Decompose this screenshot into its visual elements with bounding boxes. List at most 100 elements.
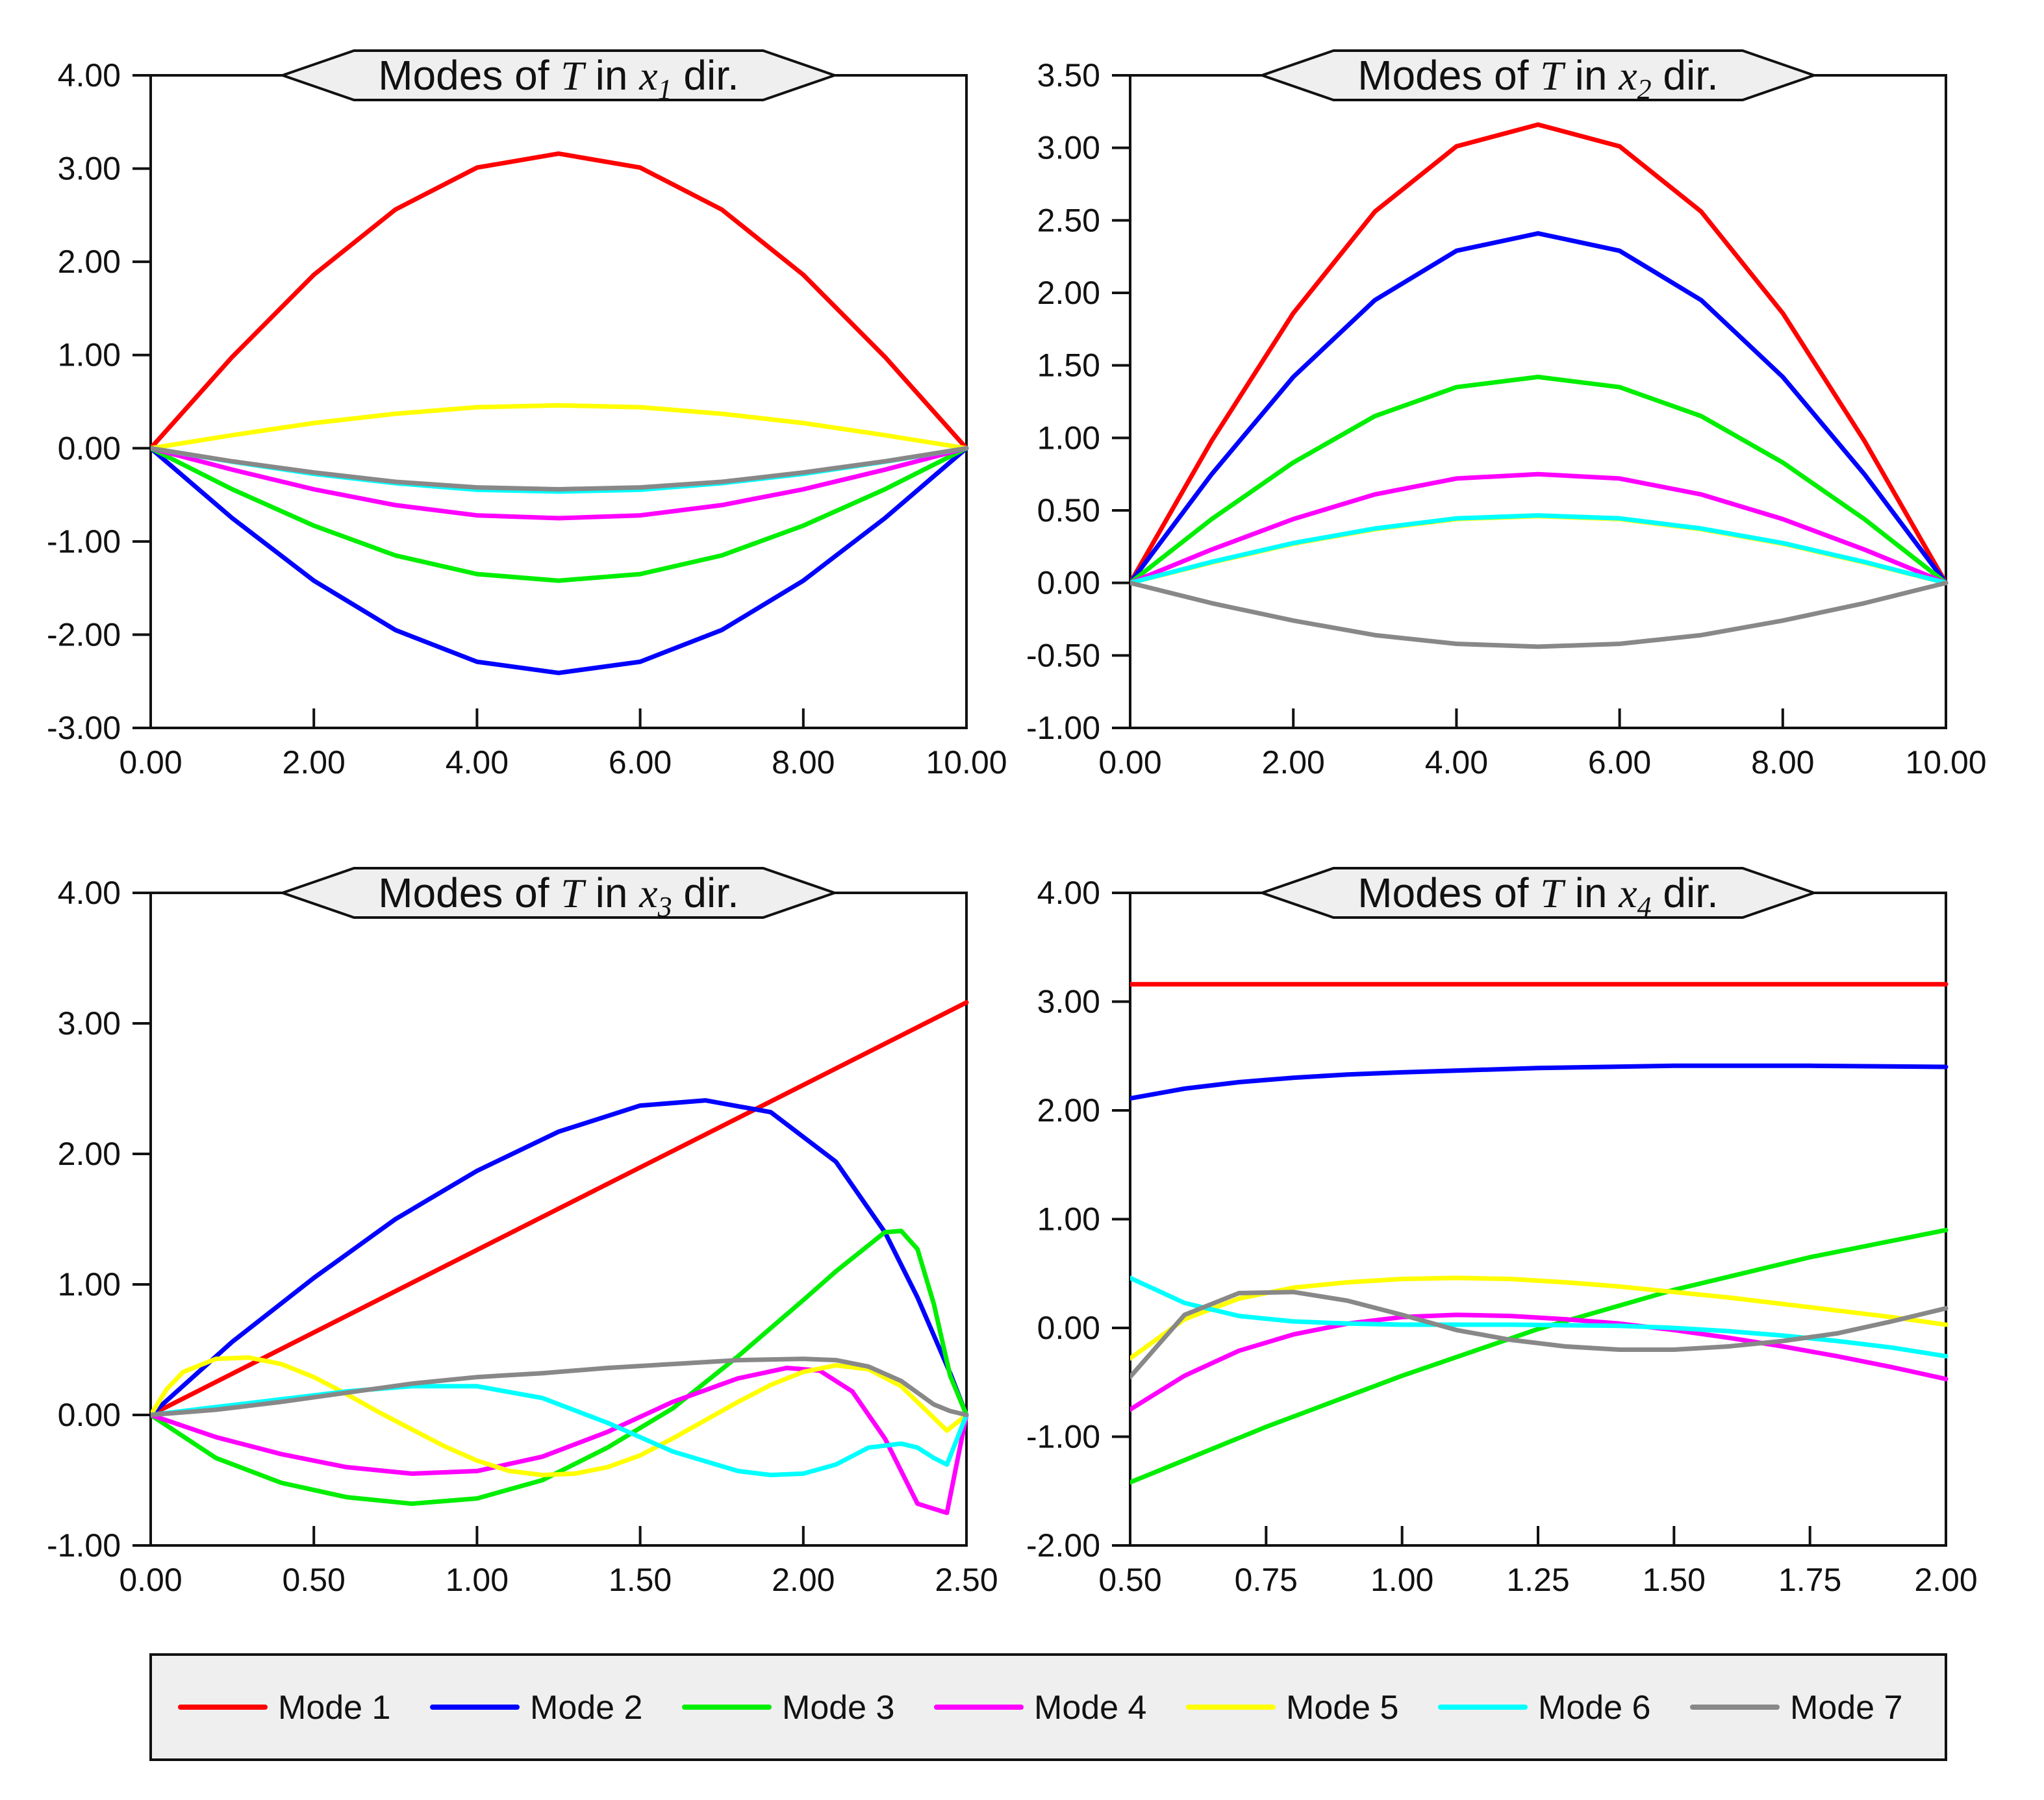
- x-tick-label: 2.00: [772, 1562, 835, 1598]
- y-tick-label: 2.00: [1037, 1092, 1100, 1129]
- chart-panel-4: 0.50 0.75 1.00 1.25 1.50 1.75 2.00 -2.00 -1.00 0.…: [1026, 867, 1978, 1598]
- y-tick-label: 3.00: [58, 151, 121, 187]
- y-tick-label: -3.00: [47, 710, 121, 746]
- legend-label: Mode 6: [1538, 1689, 1650, 1727]
- x-tick-label: 4.00: [1425, 744, 1488, 781]
- legend-item: Mode 7: [1690, 1689, 1902, 1727]
- x-tick-label: 0.50: [283, 1562, 346, 1598]
- x-tick-label: 1.25: [1506, 1562, 1569, 1598]
- legend-label: Mode 1: [278, 1689, 390, 1727]
- series-group: [1130, 982, 1949, 1485]
- legend: Mode 1 Mode 2 Mode 3 Mode 4 Mode 5 Mode 6 Mode…: [149, 1653, 1947, 1761]
- y-tick-label: 2.00: [1037, 275, 1100, 311]
- y-tick-label: -1.00: [47, 1527, 121, 1564]
- x-tick-label: 1.50: [609, 1562, 672, 1598]
- legend-box: [149, 1653, 1947, 1761]
- series-line-mode-3: [151, 445, 969, 583]
- y-tick-label: -2.00: [47, 616, 121, 653]
- x-tick-label: 2.00: [1914, 1562, 1977, 1598]
- y-tick-label: 3.00: [58, 1005, 121, 1042]
- x-tick-label: 8.00: [772, 744, 835, 781]
- x-tick-label: 2.00: [1262, 744, 1325, 781]
- series-line-mode-6: [151, 1384, 969, 1477]
- chart-panel-1: 0.00 2.00 4.00 6.00 8.00 10.00 -3.00 -2.00 -1.00…: [47, 49, 1007, 781]
- legend-item: Mode 1: [178, 1689, 390, 1727]
- y-tick-label: 3.50: [1037, 57, 1100, 94]
- legend-label: Mode 7: [1790, 1689, 1902, 1727]
- chart-title: Modes of T in x3 dir.: [378, 869, 739, 923]
- x-tick-label: 0.75: [1235, 1562, 1298, 1598]
- plot-frame: [1129, 74, 1947, 729]
- y-tick-label: 2.00: [58, 1136, 121, 1172]
- series-line-mode-7: [1130, 581, 1949, 649]
- series-line-mode-1: [151, 1000, 969, 1418]
- series-line-mode-7: [151, 1356, 969, 1418]
- x-tick-label: 1.00: [446, 1562, 509, 1598]
- series-line-mode-3: [1130, 1227, 1949, 1485]
- y-tick-label: 2.00: [58, 244, 121, 280]
- chart-panels: 0.00 2.00 4.00 6.00 8.00 10.00 -3.00 -2.00 -1.00…: [47, 49, 1987, 1598]
- x-tick-label: 0.00: [119, 744, 182, 781]
- y-tick-label: -1.00: [47, 523, 121, 560]
- x-tick-label: 1.75: [1778, 1562, 1841, 1598]
- x-tick-label: 0.00: [119, 1562, 182, 1598]
- y-tick-label: 0.00: [58, 1397, 121, 1433]
- y-tick-label: 3.00: [1037, 130, 1100, 166]
- y-tick-label: -0.50: [1026, 637, 1100, 673]
- series-line-mode-7: [151, 445, 969, 492]
- series-group: [151, 151, 969, 675]
- legend-label: Mode 3: [782, 1689, 894, 1727]
- x-tick-label: 2.50: [935, 1562, 998, 1598]
- y-tick-label: 4.00: [1037, 875, 1100, 911]
- y-tick-label: 0.00: [58, 430, 121, 466]
- x-tick-label: 1.50: [1643, 1562, 1706, 1598]
- series-line-mode-4: [151, 445, 969, 521]
- x-tick-label: 0.00: [1098, 744, 1161, 781]
- y-tick-label: -1.00: [1026, 710, 1100, 746]
- series-line-mode-1: [151, 151, 969, 451]
- title-badge: [1257, 867, 1819, 919]
- series-line-mode-4: [151, 1366, 969, 1516]
- series-line-mode-2: [1130, 231, 1949, 586]
- legend-label: Mode 2: [530, 1689, 642, 1727]
- legend-item: Mode 3: [682, 1689, 894, 1727]
- series-group: [1130, 122, 1949, 649]
- y-tick-label: 1.00: [58, 1266, 121, 1303]
- title-badge: [1257, 49, 1819, 101]
- series-line-mode-4: [1130, 1312, 1949, 1412]
- series-line-mode-6: [1130, 513, 1949, 586]
- series-line-mode-1: [1130, 122, 1949, 586]
- legend-item: Mode 6: [1438, 1689, 1650, 1727]
- legend-item: Mode 5: [1186, 1689, 1398, 1727]
- series-line-mode-4: [1130, 471, 1949, 586]
- legend-label: Mode 4: [1034, 1689, 1146, 1727]
- x-tick-label: 6.00: [609, 744, 672, 781]
- series-line-mode-5: [151, 403, 969, 451]
- x-tick-label: 10.00: [1905, 744, 1986, 781]
- legend-label: Mode 5: [1286, 1689, 1398, 1727]
- x-tick-label: 8.00: [1751, 744, 1814, 781]
- y-tick-label: 1.50: [1037, 347, 1100, 384]
- series-line-mode-6: [1130, 1275, 1949, 1359]
- series-line-mode-3: [151, 1229, 969, 1506]
- x-tick-label: 1.00: [1370, 1562, 1433, 1598]
- series-group: [151, 1000, 969, 1516]
- y-tick-label: 1.00: [58, 337, 121, 373]
- legend-item: Mode 4: [934, 1689, 1146, 1727]
- y-tick-label: 0.00: [1037, 565, 1100, 601]
- legend-item: Mode 2: [430, 1689, 642, 1727]
- x-tick-label: 10.00: [926, 744, 1007, 781]
- x-tick-label: 0.50: [1098, 1562, 1161, 1598]
- series-line-mode-5: [1130, 514, 1949, 586]
- y-tick-label: 1.00: [1037, 1201, 1100, 1238]
- x-tick-label: 4.00: [446, 744, 509, 781]
- x-tick-label: 6.00: [1588, 744, 1651, 781]
- plot-frame: [1129, 892, 1947, 1547]
- y-tick-label: 2.50: [1037, 202, 1100, 238]
- series-line-mode-2: [151, 1098, 969, 1418]
- y-tick-label: 3.00: [1037, 984, 1100, 1020]
- series-line-mode-7: [1130, 1290, 1949, 1379]
- chart-title: Modes of T in x1 dir.: [378, 52, 739, 105]
- y-tick-label: 4.00: [58, 875, 121, 911]
